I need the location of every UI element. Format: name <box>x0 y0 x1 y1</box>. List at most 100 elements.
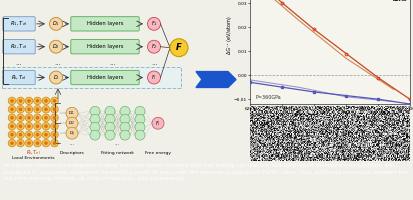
Circle shape <box>50 17 62 30</box>
Circle shape <box>44 141 47 145</box>
Text: An electron temperature-dependent deep machine model, coupled with free energy c: An electron temperature-dependent deep m… <box>3 163 407 181</box>
Circle shape <box>105 106 115 116</box>
Circle shape <box>27 108 31 111</box>
Circle shape <box>44 108 47 111</box>
Circle shape <box>152 117 164 129</box>
Polygon shape <box>195 72 235 87</box>
Circle shape <box>42 114 50 122</box>
Circle shape <box>33 122 41 130</box>
Circle shape <box>52 124 56 128</box>
Text: $D_1$: $D_1$ <box>52 19 59 28</box>
Circle shape <box>36 108 39 111</box>
Text: $R_i, T_{el}$: $R_i, T_{el}$ <box>26 149 40 157</box>
Circle shape <box>120 114 130 124</box>
Circle shape <box>120 106 130 116</box>
Text: $D_{i2}$: $D_{i2}$ <box>68 119 76 127</box>
Circle shape <box>42 97 50 105</box>
Circle shape <box>10 124 14 128</box>
Circle shape <box>27 133 31 136</box>
Circle shape <box>90 130 100 140</box>
Circle shape <box>135 122 145 132</box>
Circle shape <box>19 124 22 128</box>
Circle shape <box>36 124 39 128</box>
Text: $D_i$: $D_i$ <box>52 73 59 82</box>
Circle shape <box>105 122 115 132</box>
Circle shape <box>33 97 41 105</box>
FancyBboxPatch shape <box>3 40 35 54</box>
Circle shape <box>50 97 58 105</box>
Text: $F_i$: $F_i$ <box>155 119 161 128</box>
Text: Local Environments: Local Environments <box>12 156 54 160</box>
Text: $F_i$: $F_i$ <box>151 73 157 82</box>
Circle shape <box>33 131 41 138</box>
Circle shape <box>19 133 22 136</box>
Circle shape <box>19 141 22 145</box>
Circle shape <box>50 106 58 113</box>
Circle shape <box>27 141 31 145</box>
Circle shape <box>10 99 14 103</box>
X-axis label: T (K): T (K) <box>323 113 336 118</box>
Circle shape <box>10 133 14 136</box>
FancyBboxPatch shape <box>71 70 139 85</box>
Circle shape <box>17 114 24 122</box>
Circle shape <box>25 106 33 113</box>
FancyBboxPatch shape <box>3 70 35 85</box>
Circle shape <box>52 141 56 145</box>
Text: $R_i, T_{el}$: $R_i, T_{el}$ <box>11 73 27 82</box>
Text: ...: ... <box>151 60 158 66</box>
Circle shape <box>42 122 50 130</box>
Circle shape <box>19 99 22 103</box>
Circle shape <box>90 114 100 124</box>
Circle shape <box>33 106 41 113</box>
Text: F: F <box>176 43 181 52</box>
FancyBboxPatch shape <box>2 67 180 88</box>
Circle shape <box>25 122 33 130</box>
Circle shape <box>25 131 33 138</box>
Circle shape <box>52 99 56 103</box>
Circle shape <box>170 39 188 57</box>
Circle shape <box>27 116 31 120</box>
Circle shape <box>44 133 47 136</box>
Text: Free energy: Free energy <box>145 151 171 155</box>
Circle shape <box>17 122 24 130</box>
FancyBboxPatch shape <box>3 17 35 31</box>
FancyBboxPatch shape <box>71 40 139 54</box>
Text: ...: ... <box>16 60 22 66</box>
Circle shape <box>17 97 24 105</box>
Circle shape <box>105 114 115 124</box>
Text: Hidden layers: Hidden layers <box>87 75 123 80</box>
FancyBboxPatch shape <box>71 17 139 31</box>
Circle shape <box>50 114 58 122</box>
Circle shape <box>44 116 47 120</box>
Circle shape <box>42 131 50 138</box>
Circle shape <box>44 124 47 128</box>
Text: ...: ... <box>109 60 116 66</box>
Circle shape <box>50 131 58 138</box>
Circle shape <box>52 108 56 111</box>
Text: $F_2$: $F_2$ <box>150 42 157 51</box>
Circle shape <box>50 139 58 147</box>
Circle shape <box>8 131 16 138</box>
Circle shape <box>50 122 58 130</box>
Circle shape <box>135 106 145 116</box>
Text: ABMD: ABMD <box>392 0 406 2</box>
Text: Descriptors: Descriptors <box>59 151 84 155</box>
Text: $D_2$: $D_2$ <box>52 42 59 51</box>
Circle shape <box>33 114 41 122</box>
Circle shape <box>17 106 24 113</box>
Circle shape <box>66 107 78 119</box>
Text: $D_{i1}$: $D_{i1}$ <box>68 109 76 117</box>
Text: Fitting network: Fitting network <box>100 151 133 155</box>
Text: $F_1$: $F_1$ <box>150 19 157 28</box>
Circle shape <box>8 139 16 147</box>
Text: P=360GPa: P=360GPa <box>255 95 280 100</box>
Circle shape <box>19 116 22 120</box>
Circle shape <box>17 131 24 138</box>
Circle shape <box>19 108 22 111</box>
Circle shape <box>36 99 39 103</box>
Circle shape <box>147 17 160 30</box>
Circle shape <box>36 116 39 120</box>
Circle shape <box>25 114 33 122</box>
Circle shape <box>17 139 24 147</box>
Circle shape <box>42 139 50 147</box>
